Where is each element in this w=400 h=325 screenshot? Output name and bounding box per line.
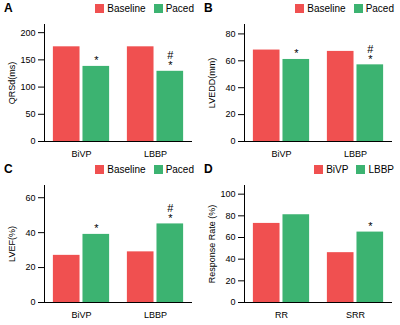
svg-text:80: 80 [225, 211, 235, 221]
svg-text:20: 20 [225, 276, 235, 286]
html-text:D: D [204, 162, 213, 176]
svg-text:0: 0 [230, 136, 235, 146]
svg-text:LVEF(%): LVEF(%) [7, 226, 17, 262]
svg-text:QRSd(ms): QRSd(ms) [7, 62, 17, 105]
svg-text:Response Rate (%): Response Rate (%) [207, 205, 217, 284]
svg-text:60: 60 [225, 232, 235, 242]
svg-text:80: 80 [225, 29, 235, 39]
svg-text:LBBP: LBBP [344, 149, 367, 159]
html-text:BiVP: BiVP [326, 163, 349, 175]
svg-text:100: 100 [220, 189, 235, 199]
svg-text:LBBP: LBBP [144, 149, 167, 159]
svg-text:*: * [368, 220, 373, 232]
svg-text:#*: #* [167, 49, 174, 71]
html-text:B: B [204, 1, 213, 15]
svg-text:#*: #* [167, 202, 174, 224]
svg-text:40: 40 [225, 254, 235, 264]
html-text:Paced: Paced [165, 163, 194, 175]
html-text:C: C [4, 162, 13, 176]
svg-text:20: 20 [25, 262, 35, 272]
svg-text:*: * [94, 54, 99, 66]
html-text:A: A [4, 1, 13, 15]
svg-text:BiVP: BiVP [271, 149, 291, 159]
svg-text:100: 100 [20, 82, 35, 92]
svg-text:LBBP: LBBP [144, 310, 167, 320]
html-text:Paced: Paced [365, 2, 394, 14]
html-text:Baseline: Baseline [107, 163, 146, 175]
svg-text:0: 0 [30, 297, 35, 307]
svg-text:40: 40 [225, 83, 235, 93]
svg-text:40: 40 [25, 228, 35, 238]
svg-text:0: 0 [30, 136, 35, 146]
svg-text:200: 200 [20, 28, 35, 38]
html-text:Baseline: Baseline [107, 2, 146, 14]
svg-text:#*: #* [367, 43, 374, 65]
svg-text:0: 0 [230, 297, 235, 307]
svg-text:20: 20 [225, 109, 235, 119]
svg-text:LVEDD(mm): LVEDD(mm) [207, 58, 217, 108]
svg-text:SRR: SRR [346, 310, 366, 320]
svg-text:BiVP: BiVP [71, 310, 91, 320]
svg-text:60: 60 [25, 193, 35, 203]
html-text:Baseline: Baseline [307, 2, 346, 14]
html-text:Paced: Paced [165, 2, 194, 14]
svg-text:*: * [94, 222, 99, 234]
svg-text:150: 150 [20, 55, 35, 65]
svg-text:*: * [294, 47, 299, 59]
html-text:LBBP: LBBP [368, 163, 394, 175]
svg-text:RR: RR [275, 310, 288, 320]
svg-text:60: 60 [225, 56, 235, 66]
svg-text:50: 50 [25, 109, 35, 119]
svg-text:BiVP: BiVP [71, 149, 91, 159]
